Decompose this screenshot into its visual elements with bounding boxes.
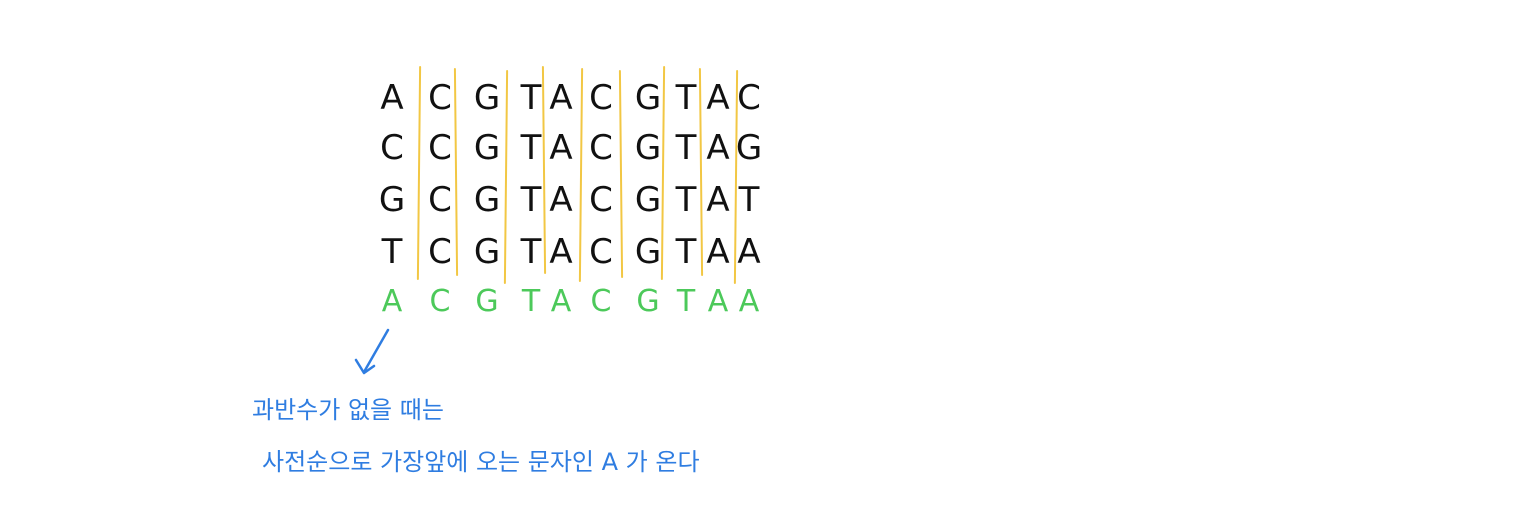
sequence-letter: G [634, 78, 662, 118]
sequence-letter: G [634, 232, 662, 272]
sequence-letter: G [473, 128, 501, 168]
sequence-letter: G [473, 78, 501, 118]
sequence-letter: A [706, 180, 730, 220]
consensus-letter: A [738, 284, 760, 319]
sequence-letter: A [706, 232, 730, 272]
sequence-letter: T [738, 180, 760, 220]
sequence-letter: G [473, 232, 501, 272]
annotation-line-2: 사전순으로 가장앞에 오는 문자인 A 가 온다 [262, 448, 700, 476]
sequence-letter: G [634, 180, 662, 220]
sequence-letter: C [428, 128, 452, 168]
sequence-letter: C [589, 180, 613, 220]
sequence-letter: A [380, 78, 404, 118]
sequence-letter: T [675, 78, 697, 118]
sequence-letter: C [428, 232, 452, 272]
arrow-icon [354, 328, 390, 375]
sequence-letter: C [428, 180, 452, 220]
sequence-letter: C [589, 232, 613, 272]
sequence-letter: T [675, 128, 697, 168]
consensus-letter: T [521, 284, 541, 319]
sequence-letter: T [520, 180, 542, 220]
sequence-letter: T [675, 180, 697, 220]
sequence-letter: A [549, 180, 573, 220]
sequence-letter: C [589, 78, 613, 118]
sequence-letter: C [737, 78, 761, 118]
consensus-letter: C [590, 284, 612, 319]
sequence-letter: A [549, 78, 573, 118]
sequence-letter: C [589, 128, 613, 168]
sequence-letter: G [735, 128, 763, 168]
sequence-letter: C [428, 78, 452, 118]
sequence-letter: G [378, 180, 406, 220]
annotation-line-1: 과반수가 없을 때는 [252, 396, 444, 424]
sequence-letter: A [706, 128, 730, 168]
consensus-letter: A [707, 284, 729, 319]
consensus-letter: A [550, 284, 572, 319]
sequence-letter: T [520, 232, 542, 272]
sequence-letter: T [520, 78, 542, 118]
sequence-letter: G [634, 128, 662, 168]
sequence-letter: A [706, 78, 730, 118]
sequence-letter: G [473, 180, 501, 220]
sequence-letter: T [381, 232, 403, 272]
consensus-letter: T [676, 284, 696, 319]
consensus-letter: G [475, 284, 499, 319]
sequence-letter: A [737, 232, 761, 272]
consensus-letter: A [381, 284, 403, 319]
sequence-letter: C [380, 128, 404, 168]
consensus-letter: C [429, 284, 451, 319]
sequence-letter: T [675, 232, 697, 272]
sequence-letter: A [549, 232, 573, 272]
consensus-letter: G [636, 284, 660, 319]
sequence-letter: T [520, 128, 542, 168]
sequence-letter: A [549, 128, 573, 168]
